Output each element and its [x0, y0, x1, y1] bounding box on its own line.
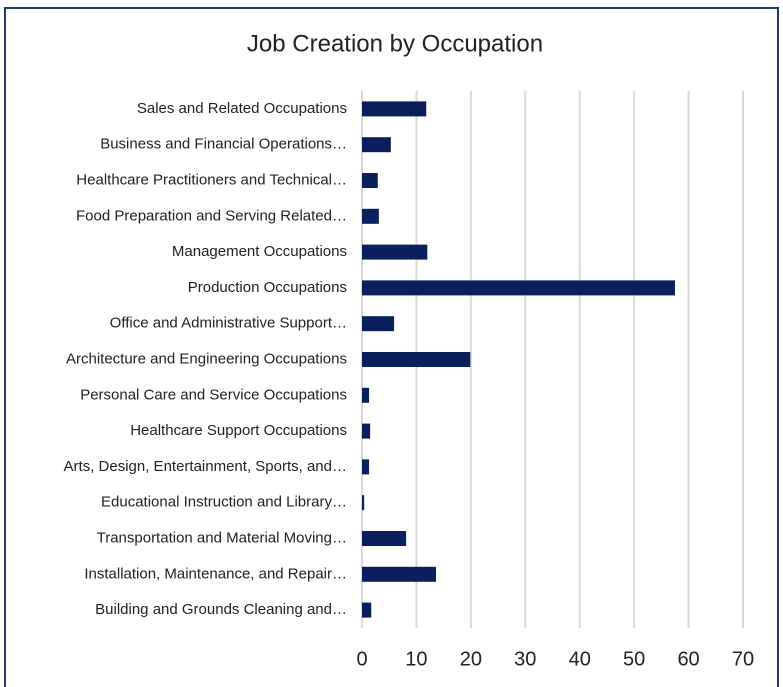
bar [362, 602, 372, 618]
bar [362, 531, 407, 546]
bar [362, 423, 371, 439]
bar [362, 173, 378, 188]
y-tick-label: Food Preparation and Serving Related… [76, 207, 347, 224]
y-tick-label: Arts, Design, Entertainment, Sports, and… [64, 458, 347, 475]
y-tick-label: Sales and Related Occupations [137, 100, 347, 117]
chart-title: Job Creation by Occupation [247, 30, 543, 57]
y-tick-label: Building and Grounds Cleaning and… [95, 601, 347, 618]
bar [362, 137, 391, 153]
bar [362, 566, 437, 582]
x-tick-label: 60 [677, 648, 699, 670]
y-tick-label: Educational Instruction and Library… [101, 494, 347, 511]
bar [362, 352, 471, 367]
y-tick-label: Architecture and Engineering Occupations [66, 350, 347, 367]
y-tick-label: Office and Administrative Support… [110, 315, 347, 332]
x-tick-label: 30 [514, 648, 536, 670]
x-tick-label: 50 [623, 648, 645, 670]
x-tick-label: 40 [569, 648, 591, 670]
y-tick-label: Healthcare Support Occupations [130, 422, 347, 439]
bar [362, 495, 365, 511]
bar [362, 101, 427, 117]
bar [362, 244, 428, 260]
x-tick-label: 10 [405, 648, 427, 670]
x-tick-label: 20 [460, 648, 482, 670]
bar [362, 280, 675, 296]
bar [362, 459, 370, 475]
y-tick-label: Business and Financial Operations… [100, 136, 347, 153]
bar [362, 316, 395, 332]
y-tick-label: Management Occupations [172, 243, 347, 260]
x-tick-label: 0 [356, 648, 367, 670]
x-tick-label: 70 [732, 648, 754, 670]
y-tick-label: Production Occupations [188, 279, 347, 296]
y-tick-label: Healthcare Practitioners and Technical… [76, 171, 347, 188]
y-tick-label: Personal Care and Service Occupations [80, 386, 347, 403]
bar [362, 208, 379, 224]
y-tick-label: Transportation and Material Moving… [97, 529, 347, 546]
bar [362, 387, 370, 403]
y-tick-label: Installation, Maintenance, and Repair… [84, 565, 347, 582]
